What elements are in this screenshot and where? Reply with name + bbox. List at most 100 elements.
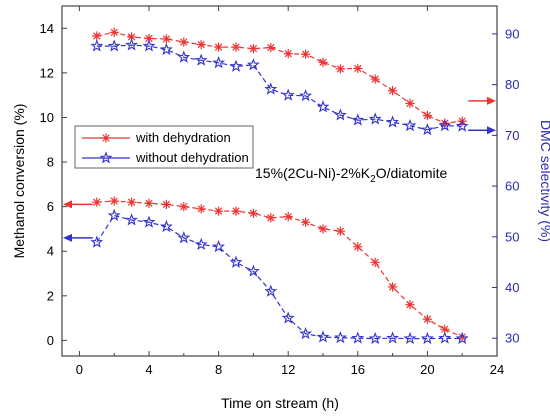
data-point — [455, 331, 469, 345]
axis-arrows — [63, 96, 496, 242]
data-point — [368, 331, 382, 345]
x-tick-label: 12 — [281, 362, 295, 377]
catalyst-annotation: 15%(2Cu-Ni)-2%K2O/diatomite — [255, 165, 448, 185]
data-point — [92, 31, 102, 41]
data-point — [403, 118, 417, 132]
data-point — [212, 56, 226, 69]
y-left-tick-label: 8 — [47, 155, 54, 170]
data-point — [403, 331, 417, 345]
data-point — [388, 86, 398, 96]
series-without-conversion — [90, 208, 469, 345]
series-line-without-conversion — [96, 214, 463, 340]
data-point — [194, 237, 208, 251]
data-point — [422, 314, 432, 324]
data-point — [388, 282, 398, 292]
y-left-tick-label: 12 — [40, 65, 54, 80]
x-axis-title: Time on stream (h) — [221, 395, 339, 411]
y-left-tick-label: 0 — [47, 333, 54, 348]
y-axis-title-left: Methanol conversion (%) — [11, 104, 27, 259]
legend-marker-without-dehydration — [99, 151, 113, 164]
data-point — [318, 57, 328, 67]
data-point — [438, 118, 452, 132]
legend-items — [82, 133, 130, 164]
data-point — [318, 224, 328, 234]
data-point — [144, 198, 154, 208]
data-point — [353, 63, 363, 73]
y-left-tick-label: 10 — [40, 110, 54, 125]
data-point — [125, 38, 139, 51]
annotation-prefix: 15%(2Cu-Ni)-2%K — [255, 165, 371, 181]
y-axis-title-right: DMC selectivity (%) — [538, 120, 550, 242]
data-point — [299, 89, 313, 102]
x-tick-label: 4 — [145, 362, 152, 377]
data-point — [405, 300, 415, 310]
y-right-tick-label: 50 — [505, 229, 519, 244]
data-point — [316, 330, 330, 343]
data-point — [107, 39, 121, 52]
data-point — [214, 42, 224, 52]
data-point — [177, 50, 191, 63]
data-point — [142, 39, 156, 52]
data-point — [405, 98, 415, 108]
data-point — [177, 231, 191, 244]
y-left-tick-label: 4 — [47, 244, 54, 259]
axis-arrow-head — [487, 126, 496, 135]
series-line-with-conversion — [96, 200, 463, 338]
data-point — [422, 110, 432, 121]
x-tick-label: 20 — [420, 362, 434, 377]
data-point — [333, 330, 347, 344]
data-point — [212, 239, 226, 253]
data-point — [370, 257, 380, 267]
data-point — [440, 324, 450, 334]
data-point — [248, 208, 258, 218]
data-point — [92, 197, 102, 207]
data-point — [335, 226, 345, 236]
data-point — [283, 212, 293, 222]
data-point — [264, 82, 278, 95]
axis-arrow-head — [63, 233, 72, 242]
data-point — [179, 37, 189, 47]
y-right-tick-label: 90 — [505, 26, 519, 41]
data-point — [420, 122, 434, 136]
legend: with dehydration without dehydration — [74, 125, 254, 169]
data-point — [266, 213, 276, 223]
data-point — [161, 199, 171, 210]
data-point — [196, 204, 206, 214]
data-point — [386, 115, 400, 128]
series-with-selectivity — [92, 27, 467, 128]
data-point — [299, 326, 313, 340]
annotation-suffix: O/diatomite — [376, 165, 448, 181]
data-point — [109, 196, 119, 206]
x-tick-label: 8 — [215, 362, 222, 377]
data-point — [107, 208, 121, 222]
y-left-tick-label: 2 — [47, 288, 54, 303]
data-point — [159, 219, 173, 233]
plot-frame — [61, 5, 498, 357]
data-point — [90, 39, 104, 52]
data-point — [229, 59, 243, 72]
data-point — [368, 112, 382, 125]
data-point — [196, 39, 206, 50]
data-point — [281, 88, 295, 101]
data-point — [90, 235, 104, 248]
data-point — [248, 44, 258, 54]
data-point — [179, 202, 189, 212]
data-point — [264, 284, 278, 297]
data-point — [266, 42, 276, 53]
legend-marker-with-dehydration — [101, 133, 111, 143]
x-tick-label: 24 — [490, 362, 504, 377]
data-point — [231, 42, 241, 52]
data-point — [353, 242, 363, 252]
data-point — [370, 74, 380, 84]
data-point — [159, 42, 173, 56]
data-point — [316, 100, 330, 113]
axis-arrow-head — [63, 200, 72, 209]
data-point — [283, 49, 293, 59]
data-point — [127, 197, 137, 207]
data-point — [246, 264, 260, 277]
data-point — [109, 27, 119, 37]
data-point — [301, 49, 311, 59]
data-point — [231, 206, 241, 216]
